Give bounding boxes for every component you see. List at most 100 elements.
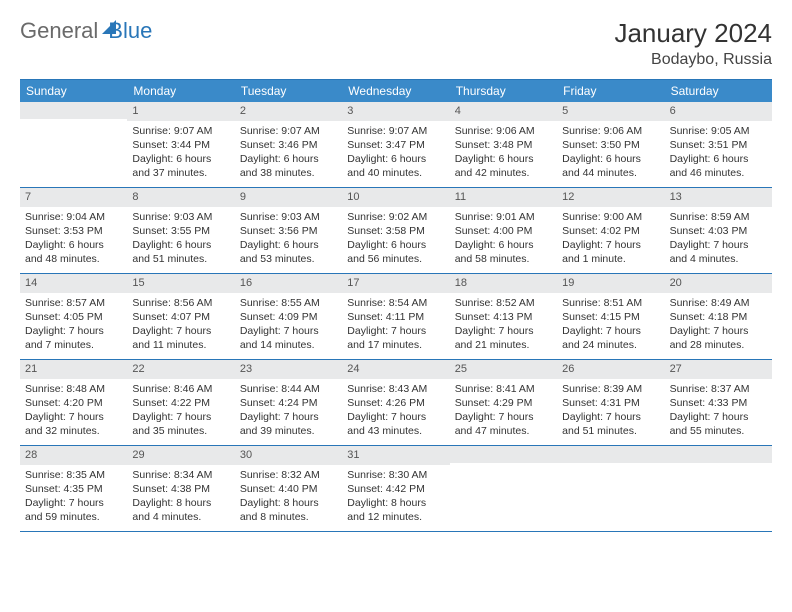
- day-number: 24: [342, 360, 449, 379]
- day-cell: 21Sunrise: 8:48 AMSunset: 4:20 PMDayligh…: [20, 360, 127, 446]
- sunrise-line: Sunrise: 8:30 AM: [347, 468, 444, 482]
- sunrise-line: Sunrise: 8:34 AM: [132, 468, 229, 482]
- day-header: Sunday: [20, 80, 127, 102]
- sunrise-line: Sunrise: 9:03 AM: [240, 210, 337, 224]
- daylight-line: Daylight: 7 hours and 4 minutes.: [670, 238, 767, 266]
- day-cell: 17Sunrise: 8:54 AMSunset: 4:11 PMDayligh…: [342, 274, 449, 360]
- sunrise-line: Sunrise: 9:00 AM: [562, 210, 659, 224]
- header: General Blue January 2024 Bodaybo, Russi…: [20, 18, 772, 69]
- day-cell: 20 Sunrise: 8:49 AMSunset: 4:18 PMDayligh…: [665, 274, 772, 360]
- day-cell: 25Sunrise: 8:41 AMSunset: 4:29 PMDayligh…: [450, 360, 557, 446]
- sunrise-line: Sunrise: 9:04 AM: [25, 210, 122, 224]
- daylight-line: Daylight: 7 hours and 14 minutes.: [240, 324, 337, 352]
- sunset-line: Sunset: 3:51 PM: [670, 138, 767, 152]
- logo-word2: Blue: [108, 18, 152, 44]
- day-number: 3: [342, 102, 449, 121]
- daylight-line: Daylight: 7 hours and 24 minutes.: [562, 324, 659, 352]
- day-cell: 22Sunrise: 8:46 AMSunset: 4:22 PMDayligh…: [127, 360, 234, 446]
- sunrise-line: Sunrise: 8:44 AM: [240, 382, 337, 396]
- day-header: Saturday: [665, 80, 772, 102]
- day-cell: 27Sunrise: 8:37 AMSunset: 4:33 PMDayligh…: [665, 360, 772, 446]
- sunrise-line: Sunrise: 8:51 AM: [562, 296, 659, 310]
- sunset-line: Sunset: 4:18 PM: [670, 310, 767, 324]
- day-cell: 9Sunrise: 9:03 AMSunset: 3:56 PMDaylight…: [235, 188, 342, 274]
- day-cell: 24Sunrise: 8:43 AMSunset: 4:26 PMDayligh…: [342, 360, 449, 446]
- daylight-line: Daylight: 6 hours and 56 minutes.: [347, 238, 444, 266]
- sunrise-line: Sunrise: 9:06 AM: [562, 124, 659, 138]
- daylight-line: Daylight: 6 hours and 46 minutes.: [670, 152, 767, 180]
- day-cell: 2Sunrise: 9:07 AMSunset: 3:46 PMDaylight…: [235, 102, 342, 188]
- sunset-line: Sunset: 4:15 PM: [562, 310, 659, 324]
- sunset-line: Sunset: 3:53 PM: [25, 224, 122, 238]
- day-number: 11: [450, 188, 557, 207]
- daylight-line: Daylight: 6 hours and 44 minutes.: [562, 152, 659, 180]
- daylight-line: Daylight: 7 hours and 39 minutes.: [240, 410, 337, 438]
- day-number: 31: [342, 446, 449, 465]
- daylight-line: Daylight: 7 hours and 17 minutes.: [347, 324, 444, 352]
- sunrise-line: Sunrise: 8:49 AM: [670, 296, 767, 310]
- sunset-line: Sunset: 4:31 PM: [562, 396, 659, 410]
- sunset-line: Sunset: 3:44 PM: [132, 138, 229, 152]
- daylight-line: Daylight: 8 hours and 12 minutes.: [347, 496, 444, 524]
- day-number: 19: [557, 274, 664, 293]
- day-number: 6: [665, 102, 772, 121]
- sunset-line: Sunset: 4:00 PM: [455, 224, 552, 238]
- day-number: 21: [20, 360, 127, 379]
- sunset-line: Sunset: 3:48 PM: [455, 138, 552, 152]
- day-number: 25: [450, 360, 557, 379]
- day-header: Thursday: [450, 80, 557, 102]
- sunset-line: Sunset: 4:35 PM: [25, 482, 122, 496]
- sunrise-line: Sunrise: 9:02 AM: [347, 210, 444, 224]
- day-number: 22: [127, 360, 234, 379]
- day-header: Monday: [127, 80, 234, 102]
- day-number: 20: [665, 274, 772, 293]
- sunrise-line: Sunrise: 8:32 AM: [240, 468, 337, 482]
- sunrise-line: Sunrise: 9:07 AM: [132, 124, 229, 138]
- sunset-line: Sunset: 4:40 PM: [240, 482, 337, 496]
- sunset-line: Sunset: 4:05 PM: [25, 310, 122, 324]
- daylight-line: Daylight: 8 hours and 4 minutes.: [132, 496, 229, 524]
- day-cell: 18Sunrise: 8:52 AMSunset: 4:13 PMDayligh…: [450, 274, 557, 360]
- sunrise-line: Sunrise: 8:48 AM: [25, 382, 122, 396]
- daylight-line: Daylight: 7 hours and 21 minutes.: [455, 324, 552, 352]
- sunrise-line: Sunrise: 8:59 AM: [670, 210, 767, 224]
- day-cell: 30Sunrise: 8:32 AMSunset: 4:40 PMDayligh…: [235, 446, 342, 532]
- sunset-line: Sunset: 4:33 PM: [670, 396, 767, 410]
- day-cell: 13Sunrise: 8:59 AMSunset: 4:03 PMDayligh…: [665, 188, 772, 274]
- day-cell: 3Sunrise: 9:07 AMSunset: 3:47 PMDaylight…: [342, 102, 449, 188]
- daylight-line: Daylight: 6 hours and 42 minutes.: [455, 152, 552, 180]
- day-number: 4: [450, 102, 557, 121]
- sunset-line: Sunset: 4:07 PM: [132, 310, 229, 324]
- sunset-line: Sunset: 3:47 PM: [347, 138, 444, 152]
- sunset-line: Sunset: 3:56 PM: [240, 224, 337, 238]
- sunrise-line: Sunrise: 8:52 AM: [455, 296, 552, 310]
- daylight-line: Daylight: 7 hours and 47 minutes.: [455, 410, 552, 438]
- day-cell: 16Sunrise: 8:55 AMSunset: 4:09 PMDayligh…: [235, 274, 342, 360]
- logo-word1: General: [20, 18, 98, 44]
- sunset-line: Sunset: 3:46 PM: [240, 138, 337, 152]
- sunrise-line: Sunrise: 8:57 AM: [25, 296, 122, 310]
- sunrise-line: Sunrise: 9:01 AM: [455, 210, 552, 224]
- sunset-line: Sunset: 4:03 PM: [670, 224, 767, 238]
- day-header: Friday: [557, 80, 664, 102]
- month-title: January 2024: [614, 18, 772, 49]
- sunset-line: Sunset: 4:13 PM: [455, 310, 552, 324]
- daylight-line: Daylight: 7 hours and 28 minutes.: [670, 324, 767, 352]
- daylight-line: Daylight: 7 hours and 7 minutes.: [25, 324, 122, 352]
- sunset-line: Sunset: 4:22 PM: [132, 396, 229, 410]
- day-number: 5: [557, 102, 664, 121]
- daylight-line: Daylight: 6 hours and 37 minutes.: [132, 152, 229, 180]
- day-number: 26: [557, 360, 664, 379]
- daylight-line: Daylight: 7 hours and 51 minutes.: [562, 410, 659, 438]
- day-number: 28: [20, 446, 127, 465]
- day-number: 14: [20, 274, 127, 293]
- day-cell: 15Sunrise: 8:56 AMSunset: 4:07 PMDayligh…: [127, 274, 234, 360]
- day-cell: 1Sunrise: 9:07 AMSunset: 3:44 PMDaylight…: [127, 102, 234, 188]
- day-cell: 19 Sunrise: 8:51 AMSunset: 4:15 PMDayligh…: [557, 274, 664, 360]
- sunrise-line: Sunrise: 8:35 AM: [25, 468, 122, 482]
- day-number: 16: [235, 274, 342, 293]
- day-cell: 10Sunrise: 9:02 AMSunset: 3:58 PMDayligh…: [342, 188, 449, 274]
- title-block: January 2024 Bodaybo, Russia: [614, 18, 772, 69]
- day-cell: 23Sunrise: 8:44 AMSunset: 4:24 PMDayligh…: [235, 360, 342, 446]
- sunrise-line: Sunrise: 9:07 AM: [240, 124, 337, 138]
